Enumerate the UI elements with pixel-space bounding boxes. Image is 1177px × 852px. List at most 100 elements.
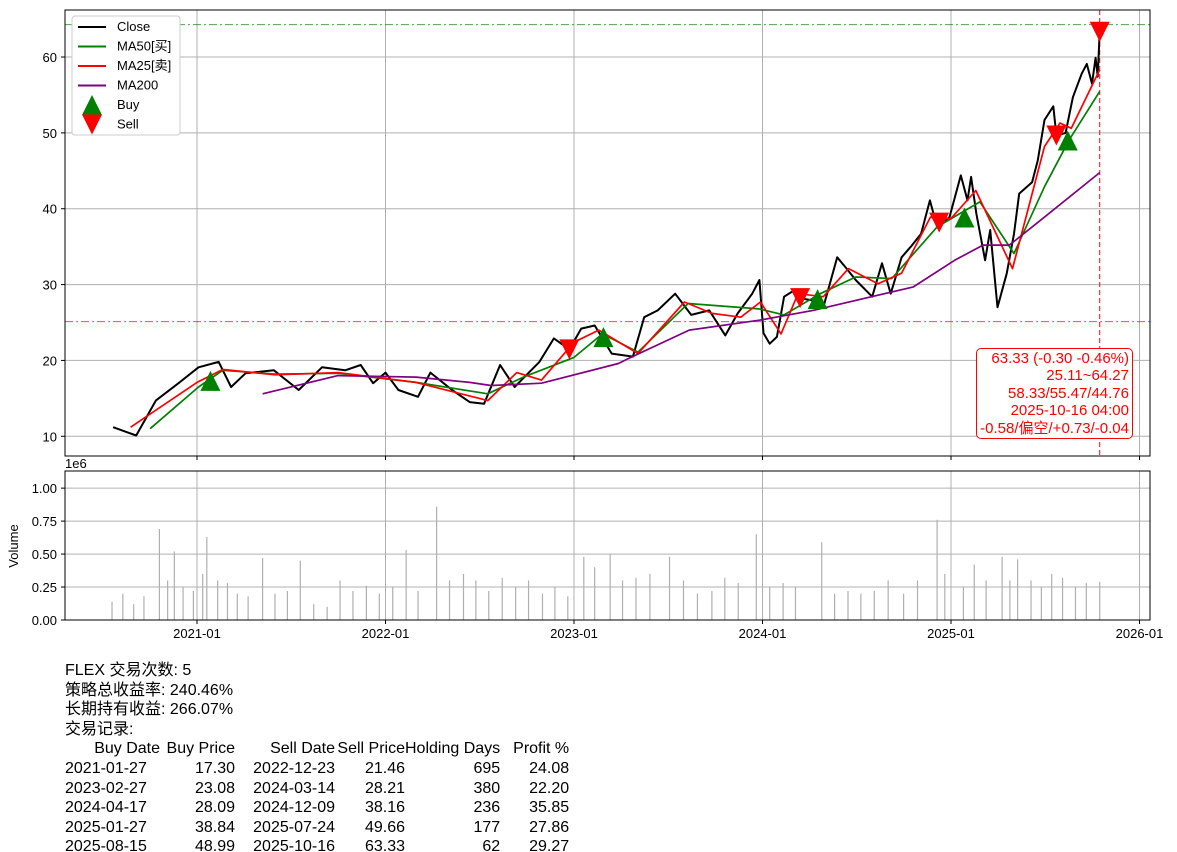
table-cell: 35.85 [529,799,570,817]
volume-bar [236,593,238,620]
volume-bar [887,580,889,620]
volume-bar [217,580,219,620]
volume-bar [192,590,194,620]
buy-hold-return: 长期持有收益: 266.07% [65,701,234,719]
x-tick-label: 2024-01 [739,626,787,641]
legend-label: Sell [117,117,139,132]
volume-bar [554,587,556,620]
table-cell: 38.16 [364,799,405,817]
volume-bar [847,590,849,620]
col-header: Sell Price [337,740,405,758]
table-cell: 2025-07-24 [253,818,335,836]
x-tick-label: 2022-01 [362,626,410,641]
volume-bar [299,560,301,620]
volume-bar [936,519,938,620]
volume-bar [541,593,544,620]
y-tick-label: 0.75 [32,514,57,529]
legend-label: Close [117,19,150,34]
legend: Close MA50[买] MA25[卖] MA200 Buy Sell [71,15,181,136]
volume-bar [860,593,862,620]
trade-count: FLEX 交易次数: 5 [65,662,192,679]
x-tick-label: 2026-01 [1116,626,1164,641]
table-cell: 2025-10-16 [253,838,335,852]
table-cell: 48.99 [194,838,235,852]
y-tick-label: 60 [43,50,57,65]
col-header: Profit % [513,740,570,758]
annotation-line: -0.58/偏空/+0.73/-0.04 [980,419,1129,437]
y-tick-label: 30 [43,278,57,293]
table-cell: 2024-12-09 [253,799,335,817]
table-cell: 22.20 [529,779,570,797]
table-cell: 236 [473,799,501,817]
volume-bar [1085,583,1087,620]
table-row: 2025-01-27 38.84 2025-07-24 49.66 177 27.86 [65,818,569,838]
price-annotation-box: 63.33 (-0.30 -0.46%) 25.11~64.27 58.33/5… [976,348,1133,440]
volume-bar [821,542,823,620]
legend-label: MA50[买] [117,39,171,54]
y-tick-label: 1.00 [32,481,57,496]
table-cell: 2024-04-17 [65,799,147,817]
volume-bar [724,577,726,620]
y-tick-label: 10 [43,429,57,444]
volume-bar [111,601,113,620]
volume-bar [247,596,249,620]
volume-bar [583,556,585,620]
table-cell: 28.09 [194,799,235,817]
legend-marker-sell [82,114,102,135]
volume-bar [515,587,517,620]
volume-bar [1040,587,1042,620]
x-tick-label: 2023-01 [550,626,598,641]
col-header: Sell Date [270,740,335,758]
volume-bar [488,590,490,620]
volume-bar [711,590,713,620]
volume-bar [417,590,419,620]
buy-marker [200,370,221,391]
series-ma200-line [262,171,1101,395]
table-row: 2021-01-27 17.30 2022-12-23 21.46 695 24.08 [65,759,569,779]
col-header: Buy Date [94,740,160,758]
volume-bar [737,583,739,620]
volume-bar [649,573,651,620]
table-row: 2025-08-15 48.99 2025-10-16 63.33 62 29.27 [65,837,569,852]
series-ma25-line [130,69,1101,428]
volume-bar [916,580,919,620]
table-cell: 28.21 [364,779,405,797]
table-cell: 27.86 [529,818,570,836]
volume-bar [1061,577,1064,620]
volume-axes-frame [64,470,1151,621]
table-header: Buy Date Buy Price Sell Date Sell Price … [65,739,569,759]
col-header: Holding Days [405,740,501,758]
volume-bar [696,593,699,620]
volume-bar [158,529,161,620]
series-ma50-line [149,90,1101,430]
volume-bar [609,554,611,620]
table-cell: 62 [482,838,501,852]
volume-bar [436,506,438,620]
table-cell: 38.84 [194,818,235,836]
annotation-line: 2025-10-16 04:00 [1010,402,1129,420]
col-header: Buy Price [166,740,235,758]
volume-bar [1099,581,1101,620]
y-tick-label: 0.25 [32,580,57,595]
table-cell: 695 [473,759,501,777]
table-cell: 177 [473,818,501,836]
volume-bar [794,587,797,620]
buy-marker [593,327,614,348]
table-cell: 63.33 [364,838,405,852]
table-row: 2023-02-27 23.08 2024-03-14 28.21 380 22.20 [65,779,569,799]
legend-label: MA200 [117,78,158,93]
y-tick-label: 40 [43,202,57,217]
y-tick-label: 20 [43,353,57,368]
y-tick-label: 0.50 [32,547,57,562]
volume-bar [903,593,905,620]
price-axes-frame [64,9,1151,457]
volume-bar [352,590,354,620]
buy-marker [1057,130,1078,151]
volume-bar [326,606,328,620]
volume-bar [944,573,946,620]
volume-bar [274,593,276,620]
volume-bar [378,593,380,620]
volume-bar [682,580,685,620]
table-cell: 49.66 [364,818,405,836]
